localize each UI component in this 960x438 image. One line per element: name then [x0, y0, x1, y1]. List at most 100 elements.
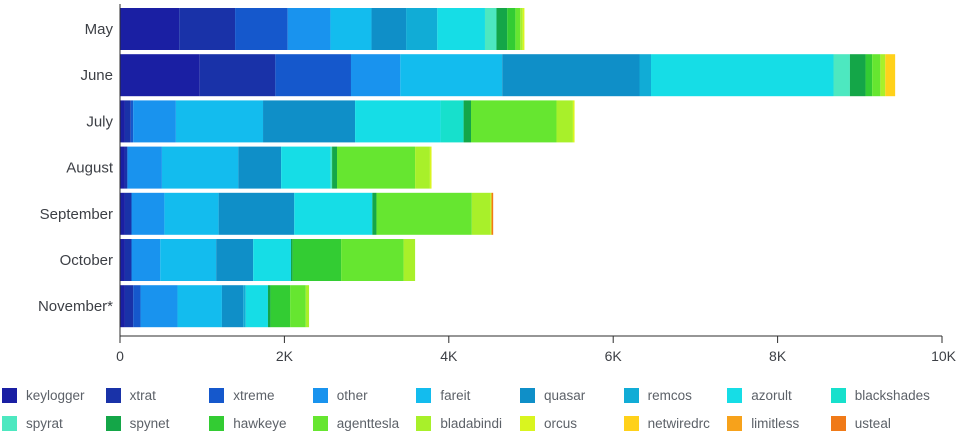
bar-segment-other-5	[131, 239, 161, 281]
legend-item-usteal[interactable]: usteal	[830, 412, 891, 434]
bar-segment-other-2	[133, 100, 176, 143]
legend-label: netwiredrc	[647, 415, 710, 431]
bar-segment-bladabindi-1	[880, 54, 886, 97]
legend-swatch	[830, 387, 846, 403]
legend-item-bladabindi[interactable]: bladabindi	[416, 412, 502, 434]
bar-segment-xtrat-4	[124, 192, 132, 235]
bar-segment-orcus-2	[572, 100, 575, 143]
bar-segment-hawkeye-1	[865, 54, 873, 97]
legend-label: hawkeye	[233, 415, 287, 431]
legend-item-azorult[interactable]: azorult	[727, 384, 792, 406]
bar-segment-fareit-1	[400, 54, 503, 97]
bar-segment-other-1	[350, 54, 401, 97]
x-tick-label: 2K	[276, 348, 294, 364]
bar-segment-fareit-3	[161, 146, 239, 189]
category-label: November*	[38, 298, 113, 315]
bar-segment-bladabindi-2	[556, 100, 573, 143]
legend-swatch	[623, 415, 639, 431]
category-label: May	[85, 21, 114, 38]
legend-swatch	[209, 415, 225, 431]
bar-segment-fareit-6	[177, 285, 222, 328]
legend-swatch	[830, 415, 846, 431]
legend-label: xtrat	[129, 387, 156, 403]
legend-item-xtrat[interactable]: xtrat	[105, 384, 156, 406]
bar-segment-other-6	[140, 285, 178, 328]
bar-segment-azorult-2	[355, 100, 441, 143]
legend-item-orcus[interactable]: orcus	[520, 412, 577, 434]
legend-item-spynet[interactable]: spynet	[105, 412, 169, 434]
legend-label: remcos	[647, 387, 692, 403]
bar-segment-fareit-0	[330, 8, 372, 50]
bar-segment-fareit-5	[160, 239, 217, 281]
legend-item-blackshades[interactable]: blackshades	[830, 384, 930, 406]
bar-segment-keylogger-3	[120, 146, 125, 189]
category-label: October	[60, 252, 113, 269]
bar-segment-remcos-0	[406, 8, 438, 50]
legend-item-keylogger[interactable]: keylogger	[2, 384, 85, 406]
legend-item-remcos[interactable]: remcos	[623, 384, 692, 406]
category-label: August	[66, 160, 114, 177]
bar-segment-netwiredrc-1	[885, 54, 896, 97]
bar-segment-fareit-2	[175, 100, 264, 143]
legend-label: xtreme	[233, 387, 275, 403]
bar-segment-orcus-4	[490, 192, 492, 235]
legend-item-netwiredrc[interactable]: netwiredrc	[623, 412, 710, 434]
bar-segment-xtreme-0	[235, 8, 288, 50]
bar-segment-keylogger-5	[120, 239, 125, 281]
bar-segment-blackshades-2	[440, 100, 464, 143]
legend-swatch	[520, 387, 535, 403]
bar-segment-keylogger-6	[120, 285, 125, 328]
legend-swatch	[105, 415, 121, 431]
bar-segment-xtrat-3	[124, 146, 128, 189]
legend-item-quasar[interactable]: quasar	[520, 384, 585, 406]
legend-label: spyrat	[26, 415, 63, 431]
bar-segment-spyrat-3	[330, 146, 333, 189]
x-tick-label: 8K	[769, 348, 787, 364]
bar-segment-fareit-4	[164, 192, 219, 235]
legend-item-spyrat[interactable]: spyrat	[2, 412, 63, 434]
legend-item-other[interactable]: other	[312, 384, 368, 406]
legend-swatch	[727, 415, 743, 431]
bar-segment-remcos-6	[243, 285, 246, 328]
bar-segment-hawkeye-5	[292, 239, 342, 281]
legend-label: keylogger	[26, 387, 85, 403]
legend-item-limitless[interactable]: limitless	[727, 412, 799, 434]
bar-segment-xtrat-2	[124, 100, 131, 143]
legend-label: bladabindi	[440, 415, 502, 431]
bar-segment-other-3	[127, 146, 162, 189]
bar-segment-keylogger-2	[120, 100, 125, 143]
bar-segment-spyrat-1	[833, 54, 850, 97]
legend-swatch	[727, 387, 743, 403]
bar-segment-spynet-3	[332, 146, 338, 189]
bar-segment-xtrat-0	[179, 8, 236, 50]
category-label: September	[40, 206, 113, 223]
bar-area	[120, 8, 896, 328]
legend-swatch	[312, 387, 328, 403]
category-label: July	[86, 113, 113, 130]
bar-segment-azorult-3	[281, 146, 331, 189]
bar-segment-xtreme-2	[130, 100, 134, 143]
legend-label: other	[336, 387, 368, 403]
month-labels: May June July August September October Novembe…	[38, 21, 114, 315]
legend-label: blackshades	[854, 387, 930, 403]
bar-segment-agenttesla-6	[290, 285, 306, 328]
bar-segment-quasar-3	[238, 146, 282, 189]
legend-item-fareit[interactable]: fareit	[416, 384, 470, 406]
bar-segment-agenttesla-2	[470, 100, 557, 143]
bar-segment-quasar-5	[216, 239, 254, 281]
x-axis-ticks: 0 2K 4K 6K 8K 10K	[116, 336, 957, 364]
legend-item-agenttesla[interactable]: agenttesla	[312, 412, 399, 434]
bar-segment-usteal-4	[491, 192, 494, 235]
bar-segment-agenttesla-1	[872, 54, 881, 97]
bar-segment-xtrat-5	[124, 239, 132, 281]
bar-segment-hawkeye-6	[270, 285, 291, 328]
bar-segment-quasar-4	[218, 192, 295, 235]
legend-label: fareit	[440, 387, 471, 403]
legend-item-xtreme[interactable]: xtreme	[209, 384, 274, 406]
x-tick-label: 10K	[931, 348, 957, 364]
x-tick-label: 6K	[605, 348, 623, 364]
bar-segment-spynet-5	[290, 239, 293, 281]
legend-item-hawkeye[interactable]: hawkeye	[209, 412, 286, 434]
bar-segment-agenttesla-3	[337, 146, 416, 189]
bar-segment-bladabindi-0	[520, 8, 523, 50]
